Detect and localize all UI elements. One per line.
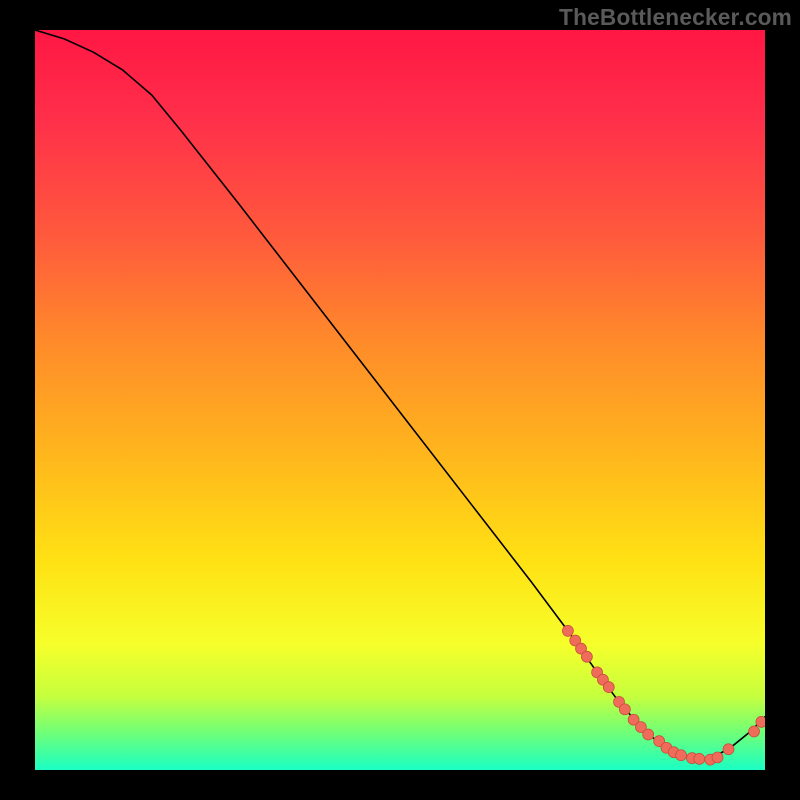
data-point (603, 682, 614, 693)
watermark-text: TheBottlenecker.com (559, 4, 792, 31)
data-point (694, 753, 705, 764)
data-point (756, 716, 765, 727)
data-point (643, 729, 654, 740)
data-point (712, 752, 723, 763)
data-point (749, 726, 760, 737)
plot-area (35, 30, 765, 770)
data-point (581, 651, 592, 662)
gradient-background (35, 30, 765, 770)
data-point (676, 750, 687, 761)
data-point (619, 704, 630, 715)
chart-frame: TheBottlenecker.com (0, 0, 800, 800)
data-point (723, 744, 734, 755)
data-point (562, 625, 573, 636)
chart-svg (35, 30, 765, 770)
